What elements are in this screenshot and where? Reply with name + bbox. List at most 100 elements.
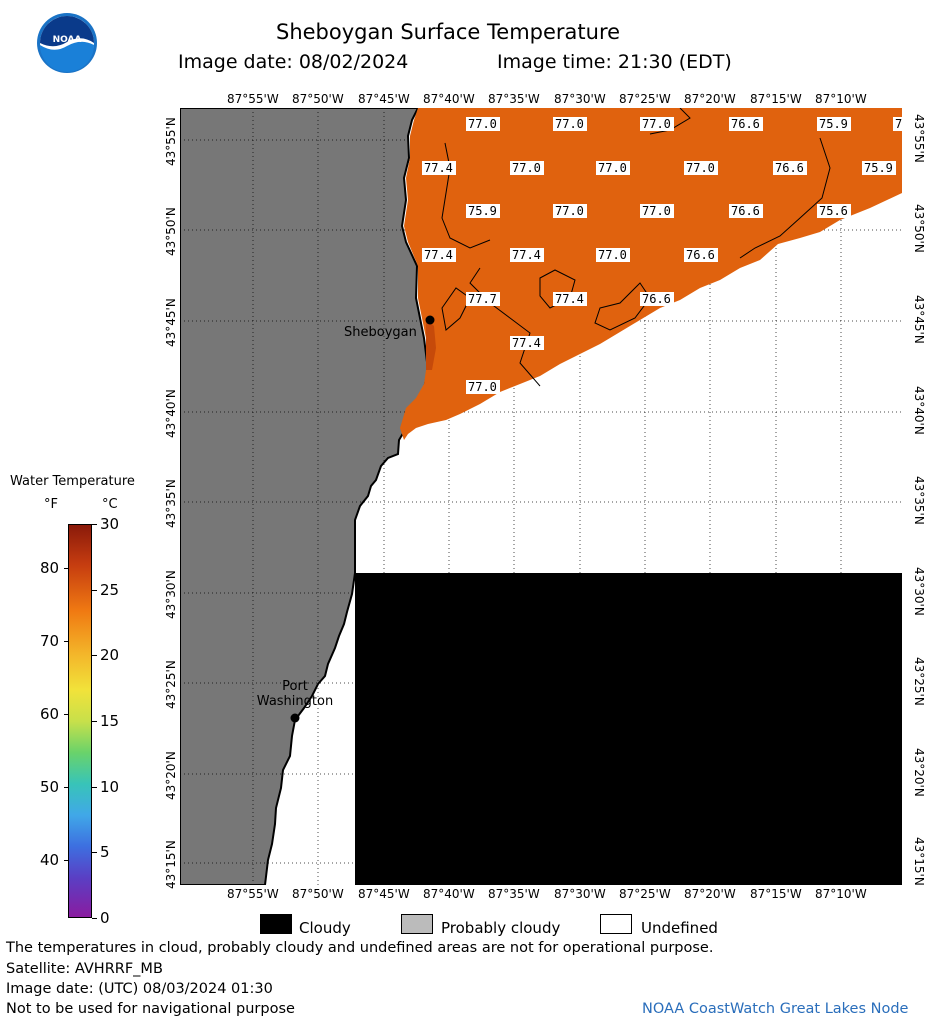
colorbar-tick-f: 60 xyxy=(40,704,60,723)
latitude-label: 43°15'N xyxy=(912,837,926,886)
water-temperature-area xyxy=(400,108,902,440)
colorbar-tick-f: 50 xyxy=(40,777,60,796)
map-canvas: 77.0 77.0 77.0 76.6 75.9 7 77.4 77.0 77.0 77.0 76.… xyxy=(179,107,905,886)
map-panel: 77.0 77.0 77.0 76.6 75.9 7 77.4 77.0 77.0 77.0 76.… xyxy=(179,107,905,886)
temperature-label: 77.7 xyxy=(466,292,500,306)
colorbar-tick-mark xyxy=(92,721,97,722)
svg-text:75.9: 75.9 xyxy=(819,117,848,131)
colorbar-unit-f: °F xyxy=(44,497,58,512)
colorbar-title: Water Temperature xyxy=(10,474,135,489)
svg-text:77.0: 77.0 xyxy=(555,117,584,131)
longitude-label: 87°45'W xyxy=(358,887,410,901)
svg-text:77.0: 77.0 xyxy=(468,117,497,131)
latitude-label: 43°40'N xyxy=(164,389,178,438)
latitude-label: 43°15'N xyxy=(164,840,178,889)
legend-swatch xyxy=(600,914,632,934)
svg-text:77.0: 77.0 xyxy=(512,161,541,175)
temperature-label: 75.9 xyxy=(817,117,851,131)
temperature-label: 77.0 xyxy=(466,380,500,394)
svg-text:76.6: 76.6 xyxy=(686,248,715,262)
latitude-label: 43°35'N xyxy=(164,479,178,528)
latitude-label: 43°30'N xyxy=(164,570,178,619)
noaa-logo-text: NOAA xyxy=(53,35,82,45)
colorbar xyxy=(68,524,92,918)
temperature-label: 75.6 xyxy=(817,204,851,218)
colorbar-tick-mark xyxy=(92,655,97,657)
land-area xyxy=(179,107,430,886)
temperature-label: 76.6 xyxy=(729,204,763,218)
svg-text:77.4: 77.4 xyxy=(424,161,453,175)
colorbar-tick-mark xyxy=(64,786,69,788)
place-marker: Sheboygan xyxy=(344,315,435,340)
temperature-label: 77.0 xyxy=(640,204,674,218)
svg-text:75.9: 75.9 xyxy=(468,204,497,218)
longitude-label: 87°55'W xyxy=(227,92,279,106)
longitude-label: 87°10'W xyxy=(815,887,867,901)
temperature-label: 77.0 xyxy=(466,117,500,131)
longitude-label: 87°50'W xyxy=(292,92,344,106)
svg-text:77.4: 77.4 xyxy=(512,336,541,350)
svg-text:76.6: 76.6 xyxy=(731,204,760,218)
longitude-label: 87°35'W xyxy=(488,887,540,901)
longitude-label: 87°30'W xyxy=(554,887,606,901)
latitude-label: 43°25'N xyxy=(912,657,926,706)
temperature-label: 7 xyxy=(893,117,905,131)
temperature-label: 76.6 xyxy=(729,117,763,131)
latitude-label: 43°45'N xyxy=(912,295,926,344)
temperature-label: 77.4 xyxy=(510,248,544,262)
colorbar-tick-mark xyxy=(64,713,69,715)
warm-coastal-strip xyxy=(426,318,436,370)
colorbar-tick-c: 0 xyxy=(100,909,110,927)
latitude-label: 43°50'N xyxy=(912,204,926,253)
longitude-label: 87°25'W xyxy=(619,92,671,106)
colorbar-tick-mark xyxy=(92,589,97,591)
colorbar-tick-mark xyxy=(92,852,97,854)
credit-text: NOAA CoastWatch Great Lakes Node xyxy=(642,1001,909,1017)
latitude-label: 43°30'N xyxy=(912,567,926,616)
temperature-label: 77.0 xyxy=(640,117,674,131)
longitude-label: 87°40'W xyxy=(423,887,475,901)
temperature-label: 77.0 xyxy=(510,161,544,175)
svg-text:77.0: 77.0 xyxy=(598,248,627,262)
cloud-area xyxy=(355,573,902,885)
svg-text:76.6: 76.6 xyxy=(775,161,804,175)
svg-text:77.0: 77.0 xyxy=(598,161,627,175)
noaa-logo: NOAA xyxy=(36,12,98,74)
temperature-label: 77.0 xyxy=(596,161,630,175)
temperature-label: 75.9 xyxy=(466,204,500,218)
colorbar-tick-c: 15 xyxy=(100,712,120,730)
legend-swatch xyxy=(260,914,292,934)
longitude-label: 87°10'W xyxy=(815,92,867,106)
colorbar-tick-mark xyxy=(92,918,97,919)
image-date: Image date: 08/02/2024 xyxy=(178,51,409,73)
temperature-label: 76.6 xyxy=(684,248,718,262)
latitude-label: 43°50'N xyxy=(164,207,178,256)
temperature-label: 77.0 xyxy=(553,204,587,218)
svg-text:Sheboygan: Sheboygan xyxy=(344,325,417,340)
svg-text:77.0: 77.0 xyxy=(555,204,584,218)
temperature-labels: 77.0 77.0 77.0 76.6 75.9 7 77.4 77.0 77.0 77.0 76.… xyxy=(422,117,905,394)
colorbar-tick-f: 40 xyxy=(40,850,60,869)
longitude-label: 87°45'W xyxy=(358,92,410,106)
colorbar-tick-c: 25 xyxy=(100,580,120,599)
latitude-label: 43°55'N xyxy=(912,114,926,163)
temperature-label: 77.4 xyxy=(422,248,456,262)
svg-text:77.4: 77.4 xyxy=(512,248,541,262)
legend-label: Cloudy xyxy=(299,919,351,937)
latitude-label: 43°55'N xyxy=(164,117,178,166)
colorbar-tick-f: 80 xyxy=(40,558,60,577)
svg-text:77.4: 77.4 xyxy=(555,292,584,306)
temperature-label: 77.0 xyxy=(553,117,587,131)
longitude-label: 87°40'W xyxy=(423,92,475,106)
colorbar-tick-c: 30 xyxy=(100,515,120,533)
colorbar-tick-mark xyxy=(92,786,97,788)
svg-text:76.6: 76.6 xyxy=(731,117,760,131)
temperature-label: 76.6 xyxy=(640,292,674,306)
longitude-label: 87°25'W xyxy=(619,887,671,901)
svg-text:77.7: 77.7 xyxy=(468,292,497,306)
colorbar-tick-mark xyxy=(92,524,97,525)
svg-text:Port: Port xyxy=(282,679,308,694)
colorbar-tick-mark xyxy=(64,567,69,569)
latitude-label: 43°20'N xyxy=(912,748,926,797)
utc-date-text: Image date: (UTC) 08/03/2024 01:30 xyxy=(6,981,273,997)
